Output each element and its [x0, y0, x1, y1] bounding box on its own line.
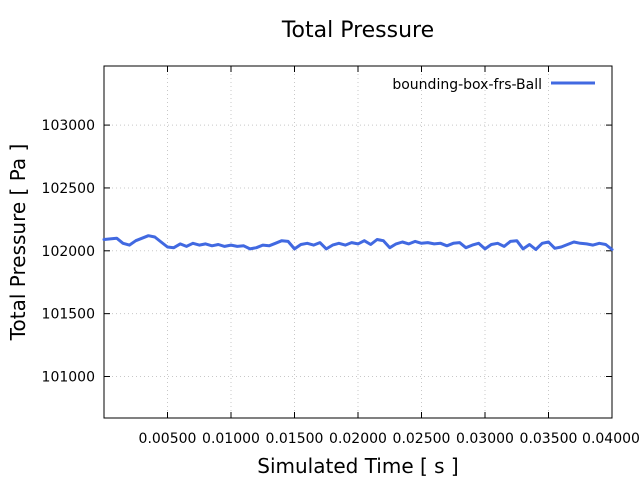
x-tick-label: 0.01000	[202, 431, 260, 447]
x-tick-label: 0.00500	[139, 431, 197, 447]
series-layer	[102, 234, 614, 251]
x-tick-label: 0.03000	[456, 431, 514, 447]
grid	[104, 66, 613, 418]
legend: bounding-box-frs-Ball	[392, 77, 595, 93]
y-axis-label: Total Pressure [ Pa ]	[6, 144, 30, 342]
x-tick-label: 0.02000	[329, 431, 387, 447]
x-tick-label: 0.01500	[266, 431, 324, 447]
chart-title: Total Pressure	[281, 18, 434, 43]
axis-ticks: 101000 101500 102000 102500 103000 0.00500 0.0…	[42, 66, 640, 447]
x-tick-label: 0.04000	[582, 431, 640, 447]
series-line-bounding-box-frs-ball	[102, 234, 614, 251]
x-axis-label: Simulated Time [ s ]	[257, 454, 458, 478]
y-tick-label: 101000	[42, 370, 95, 386]
x-tick-label: 0.02500	[393, 431, 451, 447]
legend-label-bounding-box-frs-ball: bounding-box-frs-Ball	[392, 77, 542, 93]
y-tick-label: 103000	[42, 118, 95, 134]
y-tick-label: 102500	[42, 181, 95, 197]
x-tick-label: 0.03500	[520, 431, 578, 447]
y-tick-label: 102000	[42, 244, 95, 260]
y-tick-label: 101500	[42, 307, 95, 323]
